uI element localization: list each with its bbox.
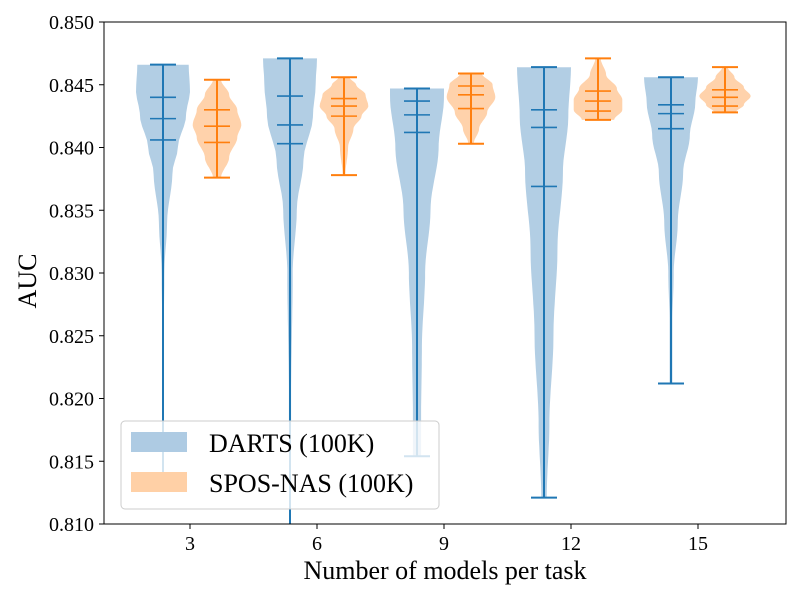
- y-axis-label: AUC: [13, 254, 42, 309]
- y-tick-label-2: 0.820: [49, 389, 94, 411]
- x-axis-label: Number of models per task: [303, 556, 586, 585]
- x-tick-label-4: 15: [688, 533, 708, 555]
- y-tick-label-7: 0.845: [49, 75, 94, 97]
- y-tick-label-0: 0.810: [49, 514, 94, 536]
- legend-label-darts: DARTS (100K): [209, 429, 374, 458]
- ticks-layer: 0.810 0.815 0.820 0.825 0.830 0.835 0.840 0.845…: [49, 12, 708, 555]
- y-tick-label-1: 0.815: [49, 451, 94, 473]
- x-tick-label-1: 6: [312, 533, 322, 555]
- x-tick-label-2: 9: [439, 533, 449, 555]
- y-tick-label-5: 0.835: [49, 200, 94, 222]
- y-tick-label-6: 0.840: [49, 138, 94, 160]
- y-tick-label-3: 0.825: [49, 326, 94, 348]
- legend-box: [120, 420, 440, 510]
- x-tick-label-3: 12: [561, 533, 581, 555]
- legend-label-spos-nas: SPOS-NAS (100K): [209, 469, 413, 498]
- y-tick-label-8: 0.850: [49, 12, 94, 34]
- legend: DARTS (100K) SPOS-NAS (100K): [120, 420, 440, 510]
- legend-swatch-darts: [131, 432, 187, 452]
- y-tick-label-4: 0.830: [49, 263, 94, 285]
- legend-swatch-spos-nas: [131, 472, 187, 492]
- x-tick-label-0: 3: [185, 533, 195, 555]
